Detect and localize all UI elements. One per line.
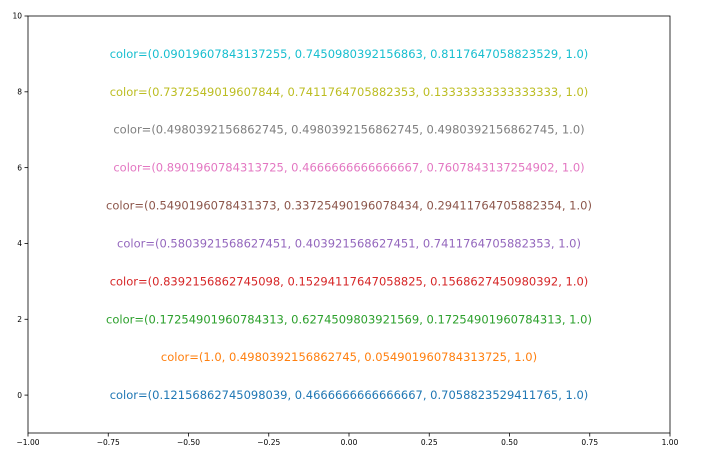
y-tick-label: 8 <box>17 88 22 97</box>
x-tick-label: −1.00 <box>17 438 40 447</box>
series-labels: color=(0.12156862745098039, 0.4666666666… <box>106 47 592 402</box>
color-label-7: color=(0.4980392156862745, 0.49803921568… <box>113 123 584 137</box>
y-axis: 0 2 4 6 8 10 <box>12 12 28 400</box>
x-tick-label: 0.00 <box>341 438 358 447</box>
color-label-0: color=(0.12156862745098039, 0.4666666666… <box>110 388 589 402</box>
x-tick-label: −0.75 <box>97 438 120 447</box>
color-label-3: color=(0.8392156862745098, 0.15294117647… <box>110 274 589 288</box>
x-tick-label: −0.25 <box>257 438 280 447</box>
x-tick-label: 0.25 <box>421 438 438 447</box>
x-tick-label: 0.75 <box>581 438 598 447</box>
color-label-4: color=(0.5803921568627451, 0.40392156862… <box>117 236 581 250</box>
color-label-1: color=(1.0, 0.4980392156862745, 0.054901… <box>161 350 537 364</box>
x-tick-label: 1.00 <box>662 438 679 447</box>
y-tick-label: 2 <box>17 315 22 324</box>
y-tick-label: 10 <box>12 12 22 21</box>
color-label-5: color=(0.5490196078431373, 0.33725490196… <box>106 199 592 213</box>
color-label-6: color=(0.8901960784313725, 0.46666666666… <box>113 161 584 175</box>
color-label-2: color=(0.17254901960784313, 0.6274509803… <box>106 312 592 326</box>
x-tick-label: −0.50 <box>177 438 200 447</box>
y-tick-label: 0 <box>17 391 22 400</box>
plot-area <box>27 15 671 434</box>
x-axis: −1.00 −0.75 −0.50 −0.25 0.00 0.25 0.50 0.75 1.00 <box>17 433 679 447</box>
color-label-9: color=(0.09019607843137255, 0.7450980392… <box>110 47 589 61</box>
color-label-8: color=(0.7372549019607844, 0.74117647058… <box>110 85 589 99</box>
x-tick-label: 0.50 <box>501 438 518 447</box>
y-tick-label: 4 <box>17 239 22 248</box>
y-tick-label: 6 <box>17 163 22 172</box>
